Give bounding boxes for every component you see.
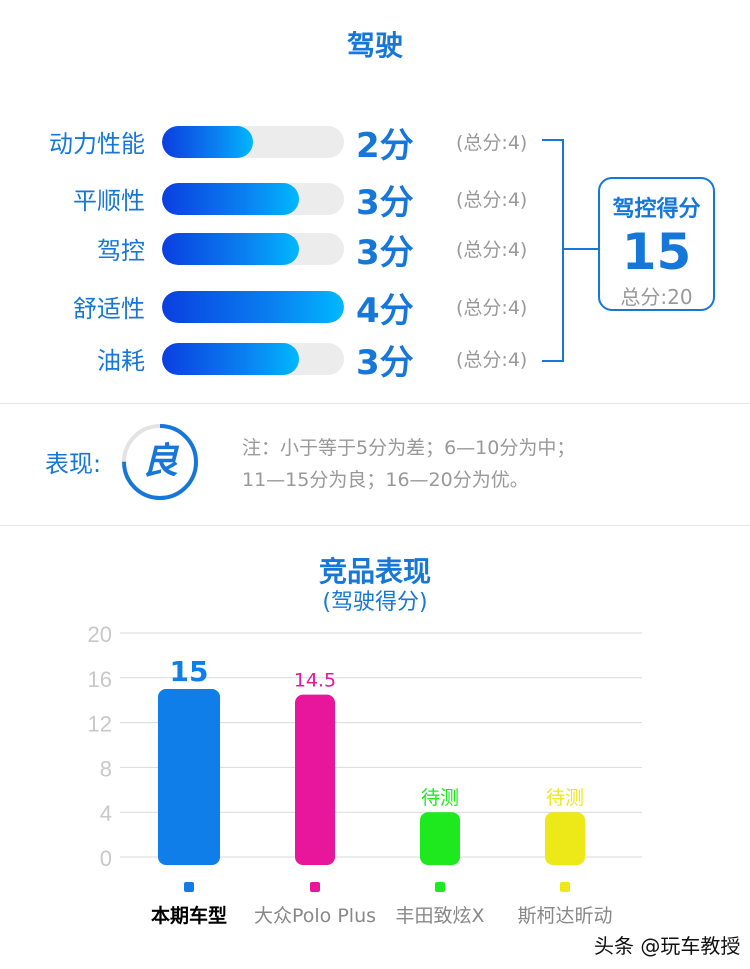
rating-bar-fill <box>162 233 299 265</box>
y-tick-label: 20 <box>88 622 112 647</box>
rating-label: 驾控 <box>97 237 145 265</box>
watermark: 头条 @玩车教授 <box>594 934 741 958</box>
bar <box>295 694 335 865</box>
data-label: 14.5 <box>294 670 336 692</box>
category-label: 本期车型 <box>151 904 227 927</box>
divider <box>0 403 750 404</box>
rating-score: 3分 <box>356 183 414 223</box>
total-score-max: 总分:20 <box>620 285 693 309</box>
rating-label: 舒适性 <box>73 295 145 323</box>
y-tick-label: 16 <box>88 667 112 692</box>
rating-row: 舒适性 4分 (总分:4) <box>0 285 560 331</box>
data-label: 15 <box>170 655 209 688</box>
rating-bar-track <box>162 126 344 158</box>
legend-marker <box>184 882 194 892</box>
rating-score: 3分 <box>356 343 414 383</box>
legend-marker <box>560 882 570 892</box>
rating-bar-track <box>162 291 344 323</box>
bar <box>545 812 585 865</box>
grade-note-line: 注：小于等于5分为差；6—10分为中； <box>242 437 576 459</box>
rating-max: (总分:4) <box>456 189 528 211</box>
rating-max: (总分:4) <box>456 239 528 261</box>
rating-label: 油耗 <box>97 347 145 375</box>
rating-score: 4分 <box>356 291 414 331</box>
rating-label: 动力性能 <box>49 130 145 158</box>
rating-max: (总分:4) <box>456 349 528 371</box>
legend-marker <box>435 882 445 892</box>
rating-score: 3分 <box>356 233 414 273</box>
category-label: 斯柯达昕动 <box>517 905 612 927</box>
legend-marker <box>310 882 320 892</box>
bar <box>420 812 460 865</box>
bracket-line <box>542 139 564 362</box>
category-label: 大众Polo Plus <box>254 905 376 927</box>
rating-bar-fill <box>162 343 299 375</box>
rating-row: 驾控 3分 (总分:4) <box>0 227 560 273</box>
rating-bar-track <box>162 183 344 215</box>
grade-ring <box>122 424 198 500</box>
grade-char: 良 <box>141 441 178 482</box>
grade-ring-arc <box>122 424 198 500</box>
total-score-label: 驾控得分 <box>612 197 701 222</box>
divider <box>0 525 750 526</box>
rating-score: 2分 <box>356 126 414 166</box>
rating-max: (总分:4) <box>456 297 528 319</box>
rating-row: 动力性能 2分 (总分:4) <box>0 120 560 166</box>
data-label: 待测 <box>546 787 584 809</box>
bracket-connector <box>562 248 600 250</box>
rating-bar-track <box>162 233 344 265</box>
data-label: 待测 <box>421 787 459 809</box>
y-tick-label: 8 <box>100 756 112 781</box>
performance-label: 表现: <box>45 450 102 478</box>
section-title: 驾驶 <box>346 29 403 62</box>
grade-note-line: 11—15分为良；16—20分为优。 <box>242 469 529 491</box>
bar <box>158 689 220 865</box>
rating-bar-fill <box>162 126 253 158</box>
total-score-value: 15 <box>621 223 692 281</box>
grade-note: 注：小于等于5分为差；6—10分为中； 11—15分为良；16—20分为优。 <box>242 432 575 496</box>
rating-max: (总分:4) <box>456 132 528 154</box>
y-tick-label: 0 <box>100 846 112 871</box>
rating-label: 平顺性 <box>73 187 145 215</box>
category-label: 丰田致炫X <box>395 905 484 927</box>
chart-title: 竞品表现 <box>318 555 431 588</box>
y-tick-label: 4 <box>100 801 112 826</box>
rating-bar-fill <box>162 291 344 323</box>
total-score-box: 驾控得分 15 总分:20 <box>598 177 715 311</box>
rating-bar-fill <box>162 183 299 215</box>
rating-bar-track <box>162 343 344 375</box>
y-tick-label: 12 <box>88 712 112 737</box>
rating-row: 油耗 3分 (总分:4) <box>0 337 560 383</box>
chart-subtitle: (驾驶得分) <box>322 590 428 615</box>
rating-row: 平顺性 3分 (总分:4) <box>0 177 560 223</box>
